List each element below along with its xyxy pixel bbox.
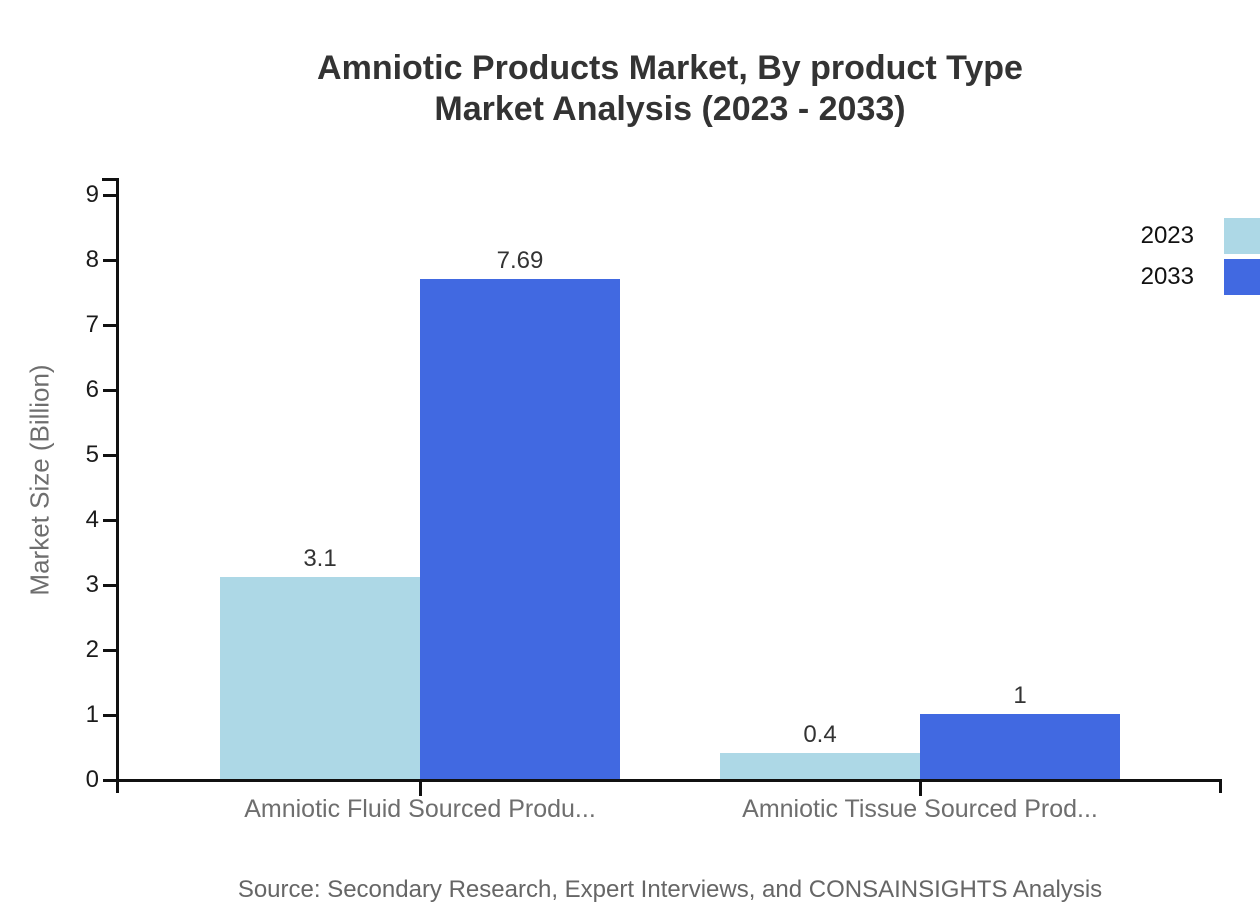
bar-value-label: 0.4 xyxy=(803,721,837,748)
y-tick-label: 4 xyxy=(85,506,99,533)
category-label: Amniotic Fluid Sourced Produ... xyxy=(244,795,596,823)
y-tick-label: 6 xyxy=(85,376,99,403)
bar-value-label: 3.1 xyxy=(303,545,337,572)
y-tick-label: 8 xyxy=(85,246,99,273)
y-tick-label: 1 xyxy=(85,701,99,728)
y-tick-label: 0 xyxy=(85,766,99,793)
legend-swatch xyxy=(1224,259,1260,295)
y-tick xyxy=(103,259,116,262)
source-note: Source: Secondary Research, Expert Inter… xyxy=(237,876,1103,903)
y-tick-label: 3 xyxy=(85,571,99,598)
legend-label: 2023 xyxy=(1140,222,1194,249)
legend-item: 2023 xyxy=(940,218,1260,254)
legend: 2023 2033 xyxy=(940,218,1260,300)
bar xyxy=(420,279,620,779)
chart-title-line1: Amniotic Products Market, By product Typ… xyxy=(317,49,1023,87)
category-label: Amniotic Tissue Sourced Prod... xyxy=(742,795,1098,823)
x-axis-line xyxy=(116,779,1222,782)
y-tick xyxy=(103,194,116,197)
bar xyxy=(720,753,920,779)
x-tick xyxy=(919,779,922,796)
chart-title: Amniotic Products Market, By product Typ… xyxy=(90,48,1250,130)
bar-value-label: 1 xyxy=(1013,682,1027,709)
legend-swatch xyxy=(1224,218,1260,254)
chart-title-line2: Market Analysis (2023 - 2033) xyxy=(434,90,906,128)
y-tick-label: 7 xyxy=(85,311,99,338)
y-axis-line xyxy=(116,178,119,793)
x-axis-right-cap xyxy=(1219,779,1222,793)
y-tick xyxy=(103,649,116,652)
x-tick xyxy=(419,779,422,796)
y-tick xyxy=(103,779,116,782)
y-tick xyxy=(103,454,116,457)
y-tick xyxy=(103,519,116,522)
bar-value-label: 7.69 xyxy=(496,247,544,274)
y-tick xyxy=(103,584,116,587)
legend-item: 2033 xyxy=(940,259,1260,295)
y-tick-label: 2 xyxy=(85,636,99,663)
y-tick xyxy=(103,714,116,717)
y-tick-label: 5 xyxy=(85,441,99,468)
y-axis-top-cap xyxy=(102,178,116,181)
y-tick xyxy=(103,324,116,327)
y-tick-label: 9 xyxy=(85,181,99,208)
legend-label: 2033 xyxy=(1140,263,1194,290)
bar xyxy=(920,714,1120,779)
bar xyxy=(220,577,420,779)
y-tick xyxy=(103,389,116,392)
